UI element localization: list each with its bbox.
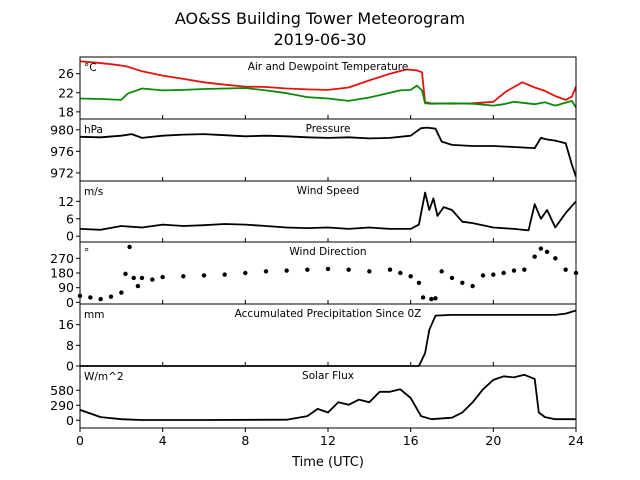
data-point (398, 270, 403, 276)
x-tick-label: 4 (159, 433, 167, 448)
data-point (420, 295, 426, 300)
data-point (522, 267, 527, 272)
panel-3: 0 6 12 m/s Wind Speed (58, 180, 577, 244)
data-point (150, 277, 155, 282)
x-tick-label: 0 (76, 433, 84, 448)
x-tick-label: 20 (485, 433, 501, 448)
panel-unit: mm (84, 309, 104, 321)
data-point (532, 254, 537, 259)
panel-unit: m/s (84, 186, 103, 198)
data-point (563, 267, 568, 272)
data-point (88, 295, 93, 300)
x-tick-label: 24 (568, 433, 584, 448)
series-line-solar_flux (79, 373, 576, 421)
y-tick-label: 8 (66, 338, 74, 353)
data-point (135, 283, 141, 289)
data-point (325, 266, 331, 272)
data-point (433, 296, 438, 301)
panel-title: Wind Direction (289, 246, 366, 258)
x-tick-label: 8 (241, 433, 249, 448)
data-point (367, 269, 372, 274)
figure-subtitle: 2019-06-30 (274, 30, 367, 49)
y-tick-label: 16 (58, 317, 74, 332)
y-tick-label: 0 (66, 359, 74, 374)
data-point (119, 290, 124, 295)
panel-1: 18 22 26 °C Air and Dewpoint Temperature (58, 56, 577, 120)
y-tick-label: 180 (50, 266, 74, 281)
data-point (305, 267, 310, 272)
data-point (284, 268, 289, 273)
panel-5: 0 8 16 mm Accumulated Precipitation Since 0Z (58, 303, 577, 374)
data-point (131, 275, 136, 281)
data-point (449, 275, 455, 281)
data-point (387, 267, 393, 272)
data-point (439, 269, 444, 274)
y-tick-label: 0 (66, 295, 74, 310)
y-tick-label: 270 (50, 251, 74, 266)
data-point (429, 296, 434, 302)
panel-unit: ° (84, 247, 89, 259)
series-line-precipitation (80, 309, 577, 367)
data-point (460, 280, 465, 285)
panel-unit: °C (84, 62, 97, 74)
y-tick-label: 22 (58, 85, 74, 100)
data-point (243, 270, 248, 276)
x-axis-label: Time (UTC) (291, 455, 364, 470)
y-tick-label: 18 (58, 104, 74, 119)
data-point (501, 270, 506, 276)
data-point (480, 273, 486, 278)
y-tick-label: 0 (66, 413, 74, 428)
data-point (201, 273, 207, 278)
y-tick-label: 26 (58, 66, 74, 81)
panel-unit: hPa (84, 124, 103, 136)
data-point (98, 296, 103, 302)
y-tick-label: 6 (66, 211, 74, 226)
panel-title: Accumulated Precipitation Since 0Z (235, 308, 422, 320)
data-point (139, 275, 145, 281)
data-point (263, 269, 269, 274)
series-line-dewpoint (79, 84, 577, 109)
panel-title: Solar Flux (302, 370, 354, 382)
data-point (127, 244, 132, 250)
y-tick-label: 90 (58, 280, 74, 295)
data-point (408, 274, 413, 279)
data-point (108, 294, 114, 299)
data-point (123, 271, 128, 277)
series-line-temperature (79, 60, 577, 105)
y-tick-label: 12 (58, 194, 74, 209)
data-point (181, 274, 186, 279)
data-point (553, 256, 558, 261)
data-point (511, 268, 517, 273)
panel-title: Pressure (306, 123, 351, 135)
panel-title: Wind Speed (297, 185, 360, 197)
x-tick-label: 16 (403, 433, 419, 448)
data-point (416, 280, 422, 285)
y-tick-label: 972 (50, 165, 74, 180)
y-tick-label: 976 (50, 144, 74, 159)
series-line-wind_speed (79, 191, 577, 232)
series-line-pressure (79, 126, 577, 177)
y-tick-label: 580 (50, 383, 74, 398)
y-tick-label: 290 (50, 398, 74, 413)
data-point (222, 272, 227, 277)
x-tick-label: 12 (320, 433, 336, 448)
data-point (538, 246, 544, 251)
data-point (491, 272, 496, 277)
data-point (160, 274, 165, 280)
figure-title: AO&SS Building Tower Meteorogram (175, 9, 465, 28)
panel-title: Air and Dewpoint Temperature (248, 61, 409, 73)
data-point (346, 267, 351, 272)
y-tick-label: 0 (66, 229, 74, 244)
panel-unit: W/m^2 (84, 371, 124, 383)
data-point (470, 283, 475, 289)
panel-2: 972 976 980 hPa Pressure (50, 118, 577, 182)
y-tick-label: 980 (50, 122, 74, 137)
data-point (544, 249, 550, 254)
